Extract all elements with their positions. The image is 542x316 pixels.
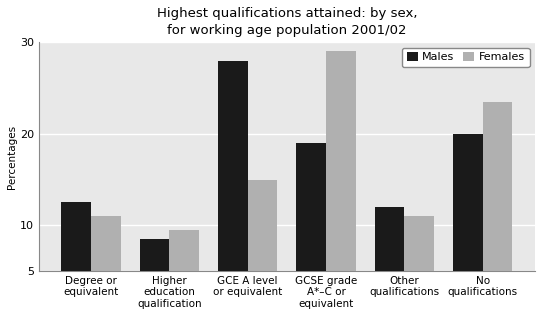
- Bar: [91, 216, 121, 316]
- Bar: [248, 179, 278, 316]
- Y-axis label: Percentages: Percentages: [7, 125, 17, 189]
- Bar: [218, 61, 248, 316]
- Bar: [375, 207, 404, 316]
- Bar: [404, 216, 434, 316]
- Bar: [453, 134, 483, 316]
- Bar: [483, 102, 513, 316]
- Bar: [170, 230, 199, 316]
- Bar: [296, 143, 326, 316]
- Legend: Males, Females: Males, Females: [402, 48, 530, 67]
- Bar: [326, 52, 356, 316]
- Bar: [61, 202, 91, 316]
- Title: Highest qualifications attained: by sex,
for working age population 2001/02: Highest qualifications attained: by sex,…: [157, 7, 417, 37]
- Bar: [140, 239, 170, 316]
